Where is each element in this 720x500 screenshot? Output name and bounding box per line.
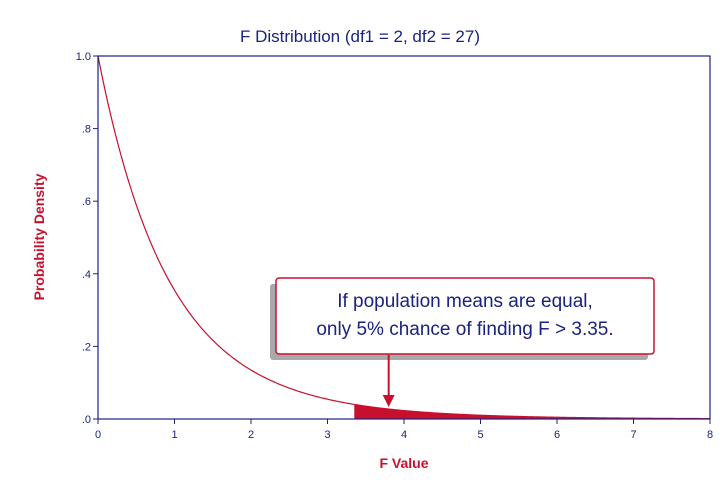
x-tick-label: 1 [171,429,177,441]
x-tick-label: 5 [477,429,483,441]
x-tick-label: 0 [95,429,101,441]
chart-title: F Distribution (df1 = 2, df2 = 27) [240,27,480,46]
annotation-callout: If population means are equal, only 5% c… [270,277,655,408]
y-tick-label: .0 [82,414,91,426]
y-tick-label: .8 [82,124,91,136]
y-axis-title: Probability Density [31,173,47,300]
x-tick-label: 4 [401,429,407,441]
y-tick-label: .2 [82,341,91,353]
plot-frame [97,55,711,420]
x-tick-label: 6 [554,429,560,441]
callout-line-1: If population means are equal, [337,291,593,312]
density-curve [97,55,710,420]
y-tick-label: .4 [82,269,91,281]
callout-box [275,277,655,355]
shaded-tail-area [354,404,710,419]
x-tick-label: 3 [324,429,330,441]
callout-arrow-head [382,395,395,408]
x-axis: 0 1 2 3 4 5 6 7 8 [95,419,713,441]
x-axis-title: F Value [379,455,428,471]
y-axis: .0 .2 .4 .6 .8 1.0 [76,51,98,426]
x-tick-label: 8 [707,429,713,441]
x-tick-label: 7 [630,429,636,441]
x-tick-label: 2 [248,429,254,441]
callout-line-2: only 5% chance of finding F > 3.35. [316,319,613,340]
y-tick-label: 1.0 [76,51,91,63]
y-tick-label: .6 [82,196,91,208]
plot-area [97,55,710,420]
